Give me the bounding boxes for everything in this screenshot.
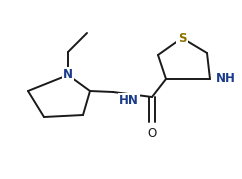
- Text: O: O: [147, 127, 157, 140]
- Text: N: N: [63, 69, 73, 81]
- Text: NH: NH: [216, 72, 236, 86]
- Text: S: S: [178, 32, 186, 45]
- Text: HN: HN: [119, 95, 139, 108]
